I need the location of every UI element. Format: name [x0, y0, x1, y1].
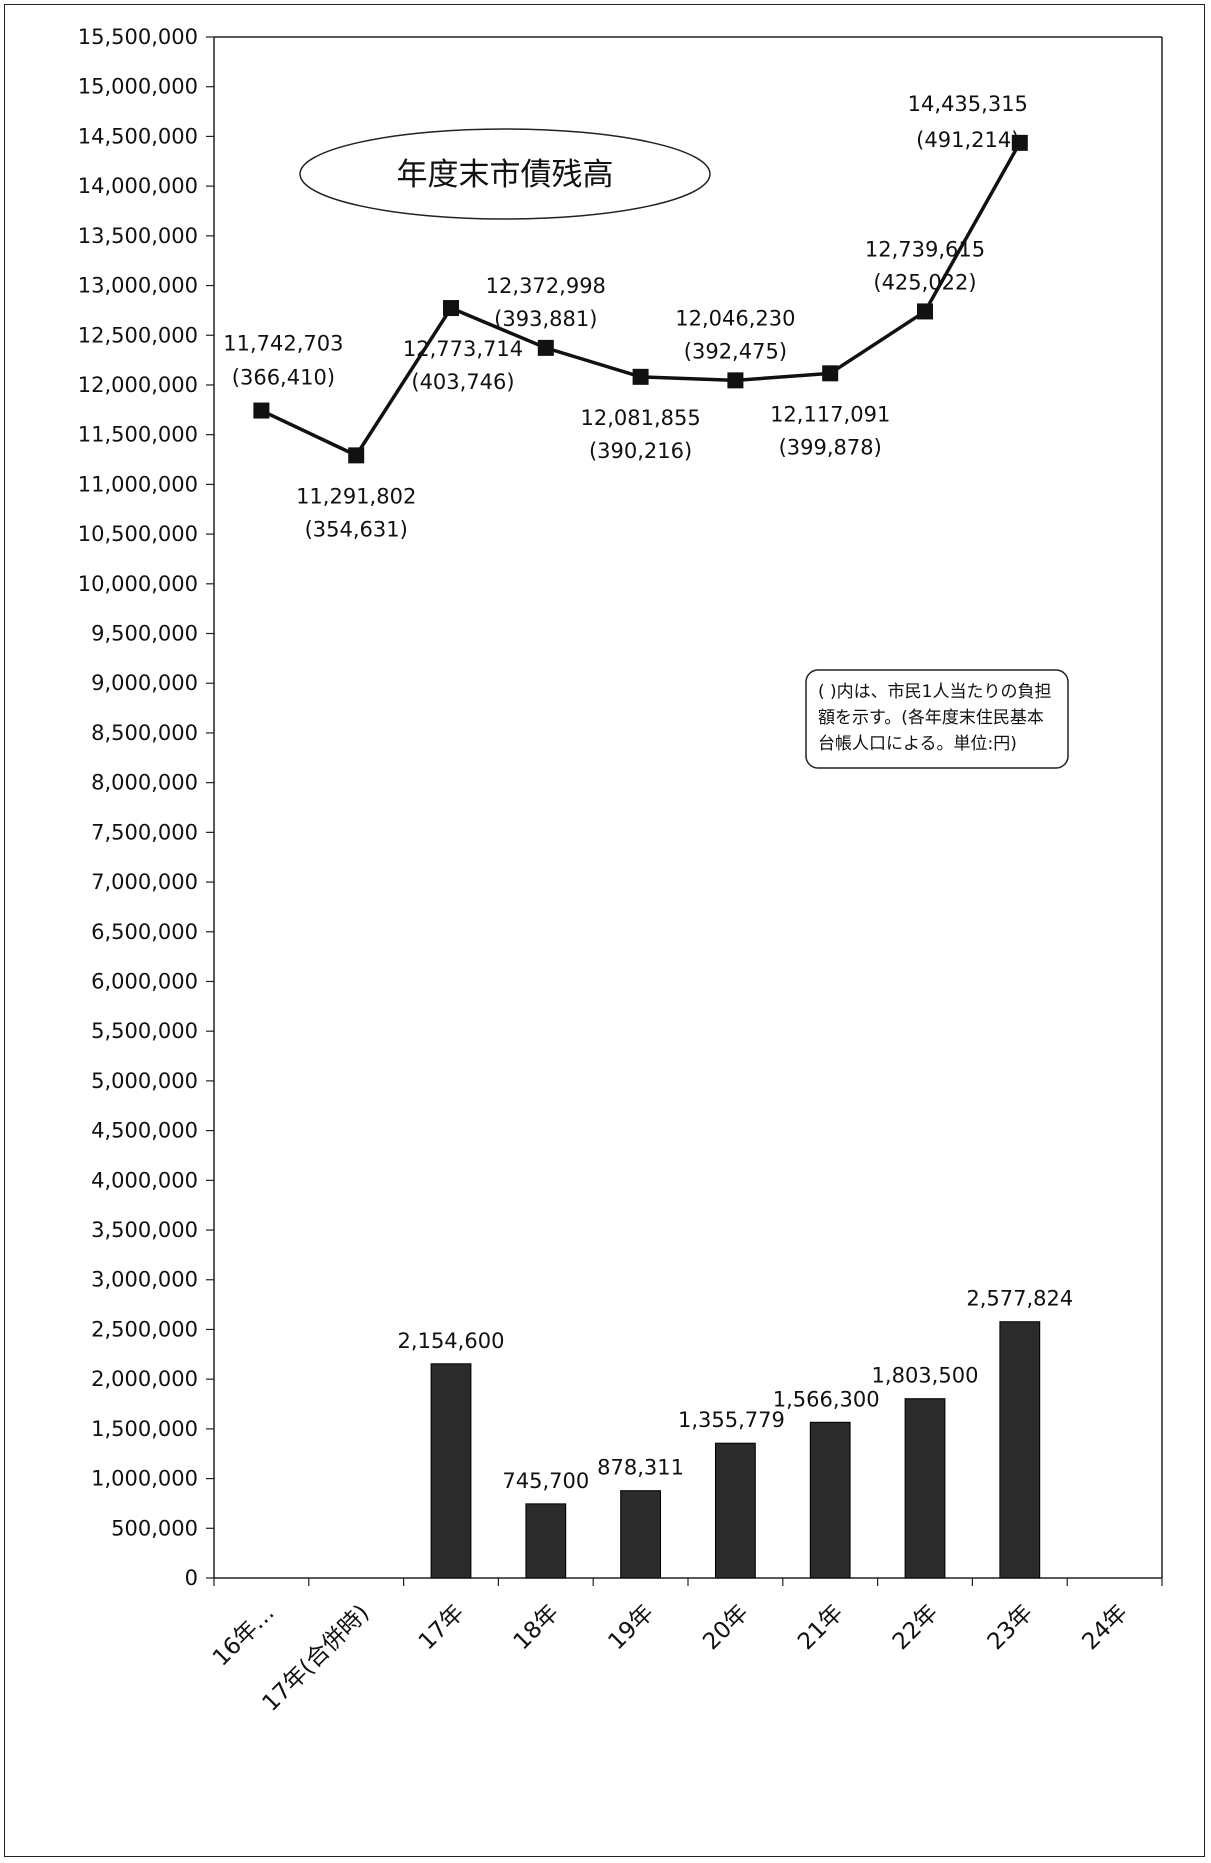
y-tick-label: 13,500,000: [78, 224, 198, 248]
bar: [809, 1421, 851, 1579]
y-tick-label: 8,500,000: [91, 721, 198, 745]
line-value-label: 11,742,703: [223, 332, 343, 356]
note-line-1: ( )内は、市民1人当たりの負担: [818, 682, 1051, 702]
y-tick-label: 9,000,000: [91, 671, 198, 695]
y-tick-label: 2,000,000: [91, 1367, 198, 1391]
line-value-label: 12,117,091: [770, 402, 890, 426]
bar-value-label: 1,355,779: [678, 1408, 785, 1432]
note-box: ( )内は、市民1人当たりの負担 額を示す。(各年度末住民基本 台帳人口による。…: [805, 669, 1069, 769]
y-tick-label: 6,500,000: [91, 920, 198, 944]
y-tick-label: 15,500,000: [78, 25, 198, 49]
y-tick-label: 9,500,000: [91, 622, 198, 646]
x-tick-label: 23年: [983, 1600, 1038, 1655]
y-tick-label: 8,000,000: [91, 771, 198, 795]
y-tick-label: 14,500,000: [78, 124, 198, 148]
y-tick-label: 14,000,000: [78, 174, 198, 198]
per-capita-label: (399,878): [779, 435, 882, 459]
per-capita-label: (403,746): [411, 370, 514, 394]
bar-value-label: 1,566,300: [773, 1387, 880, 1411]
line-value-label: 12,372,998: [486, 274, 606, 298]
per-capita-label: (354,631): [305, 517, 408, 541]
line-value-label: 12,081,855: [580, 406, 700, 430]
x-tick-label: 18年: [509, 1600, 564, 1655]
y-tick-label: 12,500,000: [78, 323, 198, 347]
y-tick-label: 11,000,000: [78, 472, 198, 496]
line-point: [1011, 134, 1028, 151]
y-tick-label: 5,000,000: [91, 1069, 198, 1093]
line-value-label: 11,291,802: [296, 484, 416, 508]
per-capita-label: (491,214): [916, 128, 1019, 152]
y-tick-label: 11,500,000: [78, 423, 198, 447]
line-value-label: 12,739,615: [865, 237, 985, 261]
chart-title: 年度末市債残高: [397, 157, 614, 193]
data-labels: 2,154,600 745,700 878,311 1,355,7791,566,30…: [223, 92, 1073, 1493]
bar-series: [430, 1321, 1041, 1579]
y-tick-label: 4,500,000: [91, 1119, 198, 1143]
chart-title-badge: 年度末市債残高: [299, 128, 711, 220]
x-tick-label: 16年…: [208, 1600, 280, 1672]
y-tick-label: 3,000,000: [91, 1268, 198, 1292]
line-point: [822, 365, 839, 382]
line-value-label: 12,046,230: [675, 306, 795, 330]
note-line-3: 台帳人口による。単位:円): [818, 734, 1017, 754]
line-point: [443, 300, 459, 317]
x-tick-label: 22年: [888, 1600, 943, 1655]
y-tick-label: 500,000: [111, 1516, 198, 1540]
y-tick-label: 3,500,000: [91, 1218, 198, 1242]
bar-value-label: 878,311: [597, 1456, 684, 1480]
bar: [904, 1398, 946, 1579]
y-tick-label: 0: [185, 1566, 198, 1590]
y-tick-label: 13,000,000: [78, 274, 198, 298]
per-capita-label: (392,475): [684, 339, 787, 363]
bar: [999, 1321, 1041, 1579]
x-tick-label: 19年: [603, 1600, 658, 1655]
bar-value-label: 745,700: [502, 1469, 589, 1493]
per-capita-label: (366,410): [232, 366, 335, 390]
x-tick-label: 17年: [414, 1600, 469, 1655]
x-tick-label: 24年: [1077, 1600, 1132, 1655]
y-tick-label: 15,000,000: [78, 75, 198, 99]
line-value-label: 12,773,714: [403, 337, 523, 361]
bar: [430, 1363, 472, 1579]
line-value-label: 14,435,315: [908, 92, 1028, 116]
y-tick-label: 5,500,000: [91, 1019, 198, 1043]
y-tick-label: 2,500,000: [91, 1317, 198, 1341]
y-tick-label: 7,000,000: [91, 870, 198, 894]
x-axis: 16年…17年(合併時) 17年 18年 19年 20年 21年 22年 23年 24年: [208, 1577, 1163, 1717]
line-point: [253, 402, 270, 419]
y-tick-label: 1,000,000: [91, 1467, 198, 1491]
bar-value-label: 2,577,824: [966, 1287, 1073, 1311]
title-ellipse: [299, 128, 711, 220]
per-capita-label: (393,881): [494, 307, 597, 331]
y-tick-label: 1,500,000: [91, 1417, 198, 1441]
bar-value-label: 1,803,500: [872, 1364, 979, 1388]
y-tick-label: 6,000,000: [91, 969, 198, 993]
y-tick-label: 10,500,000: [78, 522, 198, 546]
note-box-frame: [805, 669, 1069, 769]
note-line-2: 額を示す。(各年度末住民基本: [818, 708, 1044, 728]
y-tick-label: 4,000,000: [91, 1168, 198, 1192]
x-tick-label: 20年: [698, 1600, 753, 1655]
bar: [714, 1442, 756, 1579]
y-tick-label: 10,000,000: [78, 572, 198, 596]
line-point: [727, 372, 744, 389]
x-tick-label: 21年: [793, 1600, 848, 1655]
y-tick-label: 12,000,000: [78, 373, 198, 397]
line-point: [917, 303, 933, 320]
bar: [525, 1503, 567, 1579]
bar: [620, 1490, 662, 1579]
line-series: [253, 134, 1028, 464]
line-point: [632, 368, 649, 385]
y-tick-label: 7,500,000: [91, 820, 198, 844]
line-point: [348, 447, 365, 464]
y-axis: 0 500,000 1,000,000 1,500,000 2,000,000 2,500…: [78, 25, 1163, 1590]
line-point: [537, 339, 554, 356]
bar-value-label: 2,154,600: [398, 1329, 505, 1353]
per-capita-label: (390,216): [589, 439, 692, 463]
per-capita-label: (425,022): [873, 270, 976, 294]
